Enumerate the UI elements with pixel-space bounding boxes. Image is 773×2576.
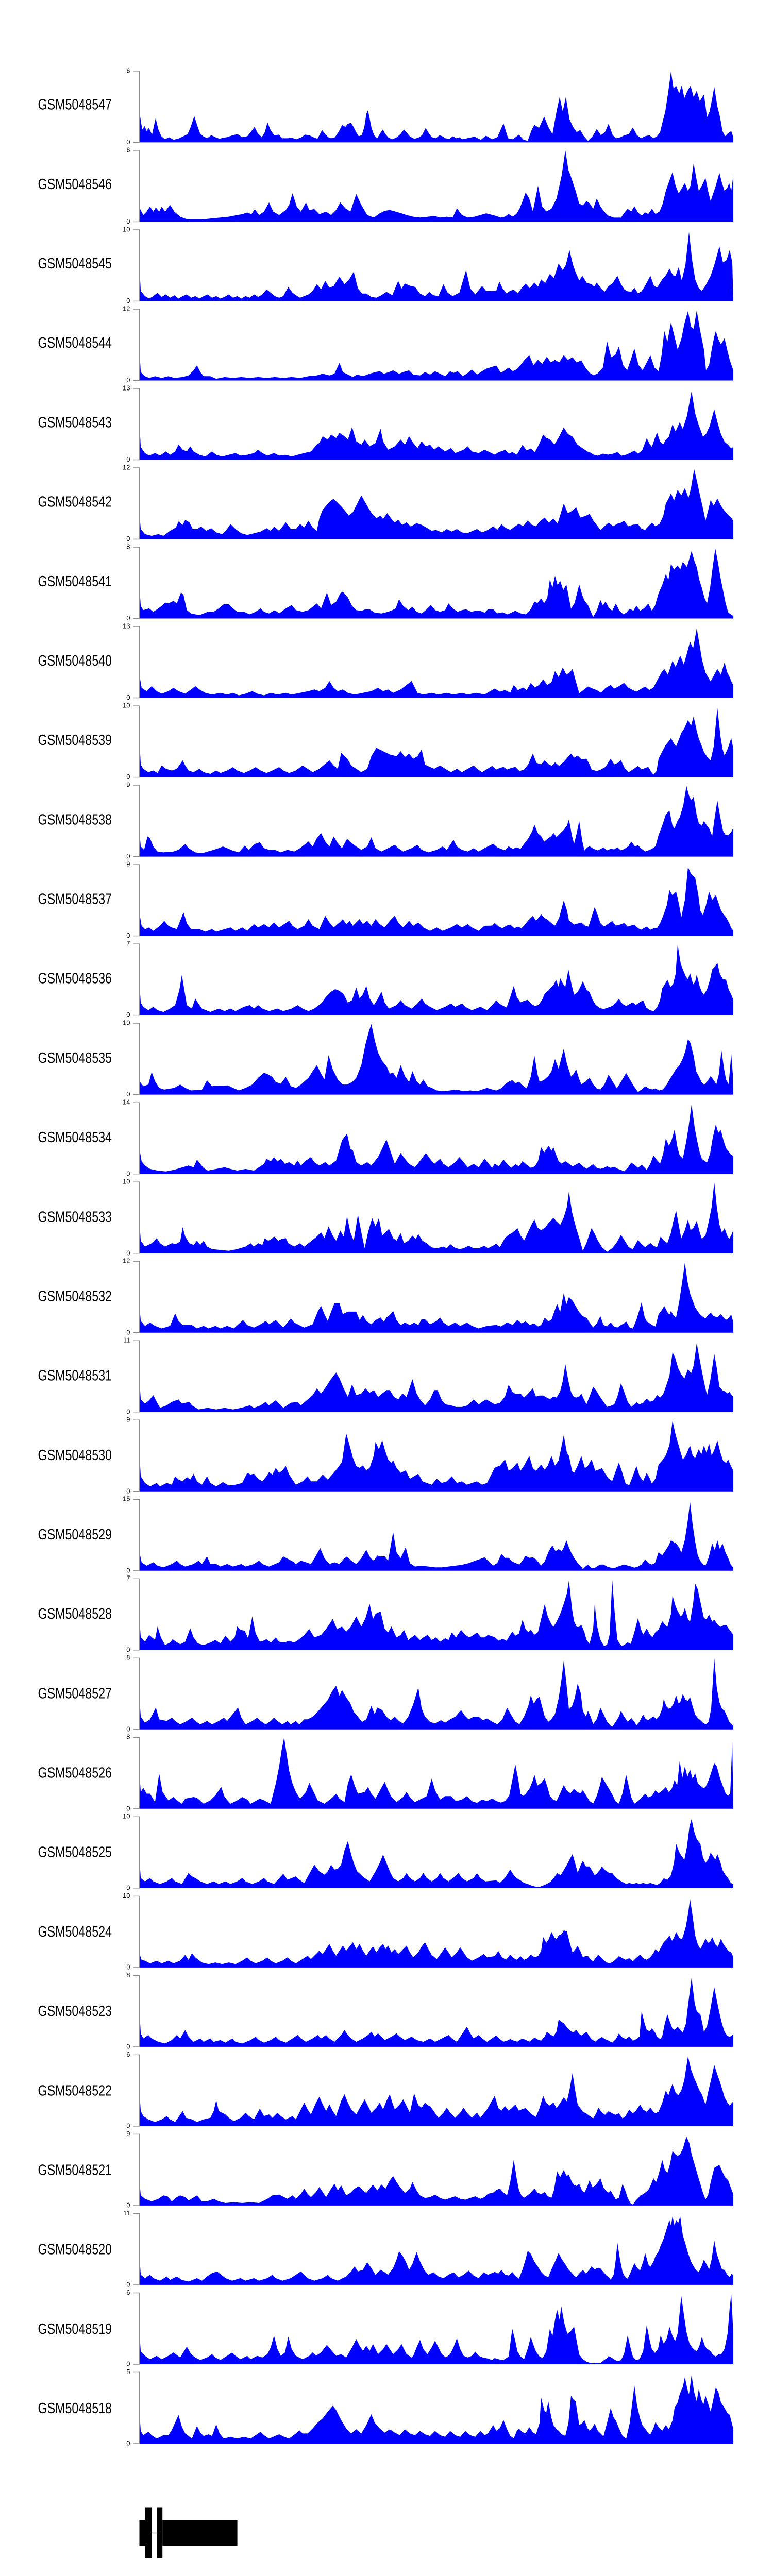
svg-text:0: 0: [126, 535, 130, 543]
svg-text:GSM5048525: GSM5048525: [38, 1844, 112, 1861]
svg-text:0: 0: [126, 2043, 130, 2050]
svg-text:GSM5048524: GSM5048524: [38, 1924, 112, 1940]
svg-text:12: 12: [123, 463, 130, 471]
svg-text:0: 0: [126, 1646, 130, 1653]
svg-text:13: 13: [123, 622, 130, 630]
svg-text:11: 11: [123, 1336, 130, 1344]
svg-text:0: 0: [126, 297, 130, 304]
svg-text:9: 9: [126, 1416, 130, 1423]
svg-text:GSM5048518: GSM5048518: [38, 2400, 112, 2417]
svg-text:0: 0: [126, 217, 130, 225]
svg-text:12: 12: [123, 304, 130, 312]
svg-text:GSM5048523: GSM5048523: [38, 2003, 112, 2020]
svg-text:GSM5048547: GSM5048547: [38, 97, 112, 113]
svg-text:GSM5048537: GSM5048537: [38, 891, 112, 908]
svg-text:9: 9: [126, 781, 130, 789]
svg-text:0: 0: [126, 1884, 130, 1891]
svg-text:0: 0: [126, 1011, 130, 1019]
svg-text:10: 10: [123, 225, 130, 233]
svg-text:0: 0: [126, 2201, 130, 2209]
svg-text:GSM5048539: GSM5048539: [38, 732, 112, 749]
svg-text:GSM5048541: GSM5048541: [38, 573, 112, 590]
svg-text:GSM5048520: GSM5048520: [38, 2242, 112, 2258]
svg-text:8: 8: [126, 1654, 130, 1662]
svg-text:GSM5048545: GSM5048545: [38, 256, 112, 272]
svg-text:0: 0: [126, 1408, 130, 1415]
svg-text:0: 0: [126, 455, 130, 463]
svg-text:9: 9: [126, 860, 130, 868]
svg-text:GSM5048532: GSM5048532: [38, 1288, 112, 1304]
svg-text:6: 6: [126, 146, 130, 154]
svg-text:0: 0: [126, 2360, 130, 2368]
svg-text:0: 0: [126, 773, 130, 781]
svg-text:0: 0: [126, 1487, 130, 1495]
svg-text:GSM5048536: GSM5048536: [38, 971, 112, 987]
svg-text:0: 0: [126, 2122, 130, 2130]
svg-text:GSM5048533: GSM5048533: [38, 1209, 112, 1225]
svg-text:15: 15: [123, 1495, 130, 1503]
svg-text:0: 0: [126, 693, 130, 701]
svg-text:10: 10: [123, 702, 130, 709]
svg-text:0: 0: [126, 1170, 130, 1177]
svg-text:GSM5048526: GSM5048526: [38, 1765, 112, 1782]
svg-text:GSM5048519: GSM5048519: [38, 2321, 112, 2337]
svg-text:9: 9: [126, 2130, 130, 2138]
svg-text:0: 0: [126, 376, 130, 384]
svg-text:10: 10: [123, 1019, 130, 1027]
svg-text:7: 7: [126, 940, 130, 947]
svg-text:8: 8: [126, 543, 130, 550]
svg-text:0: 0: [126, 1725, 130, 1733]
svg-text:8: 8: [126, 1733, 130, 1741]
svg-text:GSM5048529: GSM5048529: [38, 1527, 112, 1543]
svg-text:0: 0: [126, 138, 130, 146]
svg-text:0: 0: [126, 1804, 130, 1812]
svg-text:10: 10: [123, 1178, 130, 1185]
svg-text:13: 13: [123, 384, 130, 392]
svg-text:0: 0: [126, 1963, 130, 1971]
svg-text:0: 0: [126, 1249, 130, 1257]
svg-text:6: 6: [126, 66, 130, 74]
svg-text:0: 0: [126, 2439, 130, 2447]
svg-text:5: 5: [126, 2368, 130, 2376]
svg-text:GSM5048527: GSM5048527: [38, 1685, 112, 1702]
svg-text:GSM5048540: GSM5048540: [38, 653, 112, 669]
svg-text:10: 10: [123, 1812, 130, 1820]
svg-text:GSM5048535: GSM5048535: [38, 1050, 112, 1066]
svg-text:GSM5048542: GSM5048542: [38, 494, 112, 511]
svg-text:GSM5048521: GSM5048521: [38, 2162, 112, 2179]
svg-text:GSM5048531: GSM5048531: [38, 1368, 112, 1384]
svg-text:6: 6: [126, 2050, 130, 2058]
svg-text:0: 0: [126, 1090, 130, 1098]
svg-text:0: 0: [126, 2281, 130, 2289]
svg-text:11: 11: [123, 2209, 130, 2217]
svg-text:0: 0: [126, 931, 130, 939]
svg-text:0: 0: [126, 614, 130, 622]
svg-text:10: 10: [123, 1892, 130, 1900]
svg-text:GSM5048534: GSM5048534: [38, 1129, 112, 1146]
svg-text:GSM5048544: GSM5048544: [38, 335, 112, 351]
svg-text:0: 0: [126, 1566, 130, 1574]
svg-text:GSM5048528: GSM5048528: [38, 1606, 112, 1622]
svg-text:GSM5048538: GSM5048538: [38, 811, 112, 828]
svg-text:14: 14: [123, 1098, 130, 1106]
svg-text:GSM5048546: GSM5048546: [38, 176, 112, 193]
svg-text:GSM5048522: GSM5048522: [38, 2082, 112, 2099]
svg-text:0: 0: [126, 852, 130, 860]
svg-text:12: 12: [123, 1257, 130, 1265]
svg-text:7: 7: [126, 1574, 130, 1582]
svg-text:6: 6: [126, 2289, 130, 2296]
svg-text:8: 8: [126, 1971, 130, 1979]
svg-text:GSM5048530: GSM5048530: [38, 1447, 112, 1464]
svg-text:GSM5048543: GSM5048543: [38, 414, 112, 431]
svg-text:0: 0: [126, 1328, 130, 1336]
